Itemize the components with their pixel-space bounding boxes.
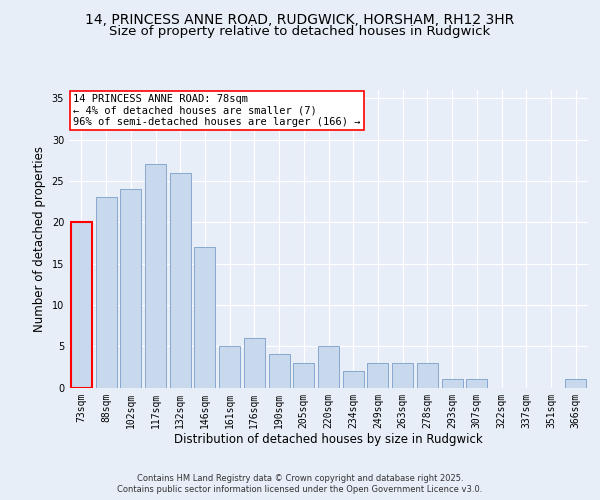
Text: Size of property relative to detached houses in Rudgwick: Size of property relative to detached ho… xyxy=(109,25,491,38)
Bar xyxy=(71,222,92,388)
Bar xyxy=(269,354,290,388)
Text: 14, PRINCESS ANNE ROAD, RUDGWICK, HORSHAM, RH12 3HR: 14, PRINCESS ANNE ROAD, RUDGWICK, HORSHA… xyxy=(85,12,515,26)
Bar xyxy=(194,247,215,388)
Bar xyxy=(120,189,141,388)
X-axis label: Distribution of detached houses by size in Rudgwick: Distribution of detached houses by size … xyxy=(174,433,483,446)
Bar xyxy=(244,338,265,388)
Bar xyxy=(392,362,413,388)
Y-axis label: Number of detached properties: Number of detached properties xyxy=(33,146,46,332)
Bar xyxy=(466,379,487,388)
Bar xyxy=(343,371,364,388)
Bar xyxy=(417,362,438,388)
Bar xyxy=(318,346,339,388)
Bar xyxy=(565,379,586,388)
Bar xyxy=(170,172,191,388)
Bar xyxy=(293,362,314,388)
Bar xyxy=(145,164,166,388)
Bar xyxy=(442,379,463,388)
Bar xyxy=(95,198,116,388)
Bar xyxy=(367,362,388,388)
Bar xyxy=(219,346,240,388)
Text: 14 PRINCESS ANNE ROAD: 78sqm
← 4% of detached houses are smaller (7)
96% of semi: 14 PRINCESS ANNE ROAD: 78sqm ← 4% of det… xyxy=(73,94,361,128)
Text: Contains HM Land Registry data © Crown copyright and database right 2025.
Contai: Contains HM Land Registry data © Crown c… xyxy=(118,474,482,494)
